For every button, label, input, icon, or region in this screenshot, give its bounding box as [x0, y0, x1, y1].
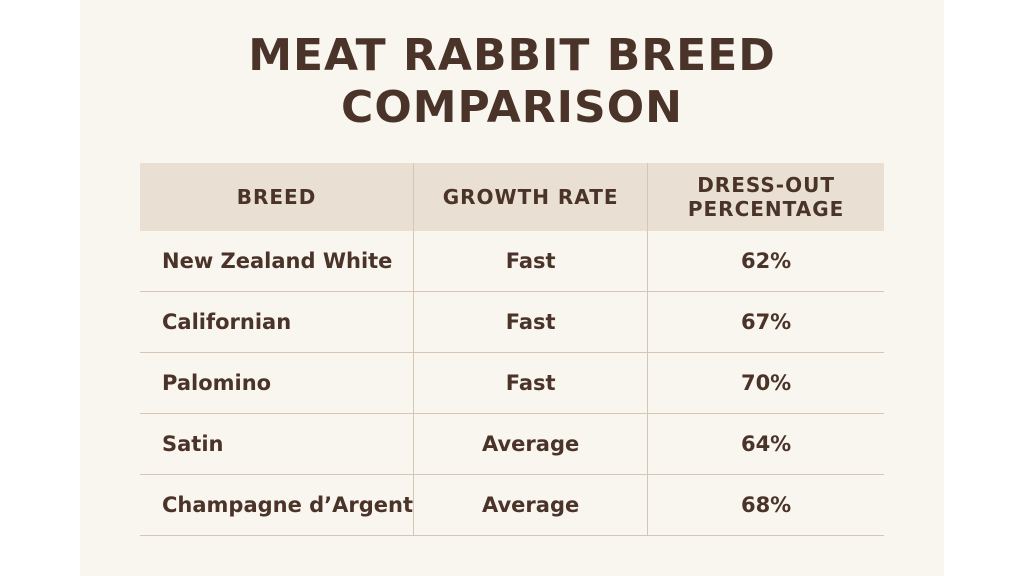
header-dress-out-line1: DRESS-OUT: [697, 173, 835, 197]
header-breed: BREED: [140, 163, 415, 231]
header-dress-out-line2: PERCENTAGE: [687, 197, 845, 221]
header-dress-out-percentage: DRESS-OUT PERCENTAGE: [647, 163, 884, 231]
cell-growth-rate: Average: [413, 413, 649, 475]
cell-growth-rate: Fast: [413, 231, 649, 292]
table-header-row: BREED GROWTH RATE DRESS-OUT PERCENTAGE: [140, 163, 884, 231]
cell-breed: Satin: [140, 413, 415, 475]
cell-dress-out: 62%: [647, 231, 884, 292]
cell-growth-rate: Fast: [413, 291, 649, 353]
breed-comparison-table: BREED GROWTH RATE DRESS-OUT PERCENTAGE N…: [140, 163, 884, 536]
cell-breed: Californian: [140, 291, 415, 353]
cell-breed: New Zealand White: [140, 231, 415, 292]
cell-breed: Champagne d’Argent: [140, 474, 415, 536]
table-row: Palomino Fast 70%: [140, 352, 884, 414]
cell-dress-out: 68%: [647, 474, 884, 536]
table-row: Champagne d’Argent Average 68%: [140, 474, 884, 536]
cell-breed: Palomino: [140, 352, 415, 414]
table-row: Californian Fast 67%: [140, 291, 884, 353]
table-row: New Zealand White Fast 62%: [140, 231, 884, 292]
cell-growth-rate: Fast: [413, 352, 649, 414]
table-row: Satin Average 64%: [140, 413, 884, 475]
page-title: MEAT RABBIT BREED COMPARISON: [248, 30, 776, 133]
header-growth-rate: GROWTH RATE: [413, 163, 649, 231]
cell-dress-out: 70%: [647, 352, 884, 414]
document-card: MEAT RABBIT BREED COMPARISON BREED GROWT…: [80, 0, 944, 576]
cell-dress-out: 67%: [647, 291, 884, 353]
cell-dress-out: 64%: [647, 413, 884, 475]
cell-growth-rate: Average: [413, 474, 649, 536]
